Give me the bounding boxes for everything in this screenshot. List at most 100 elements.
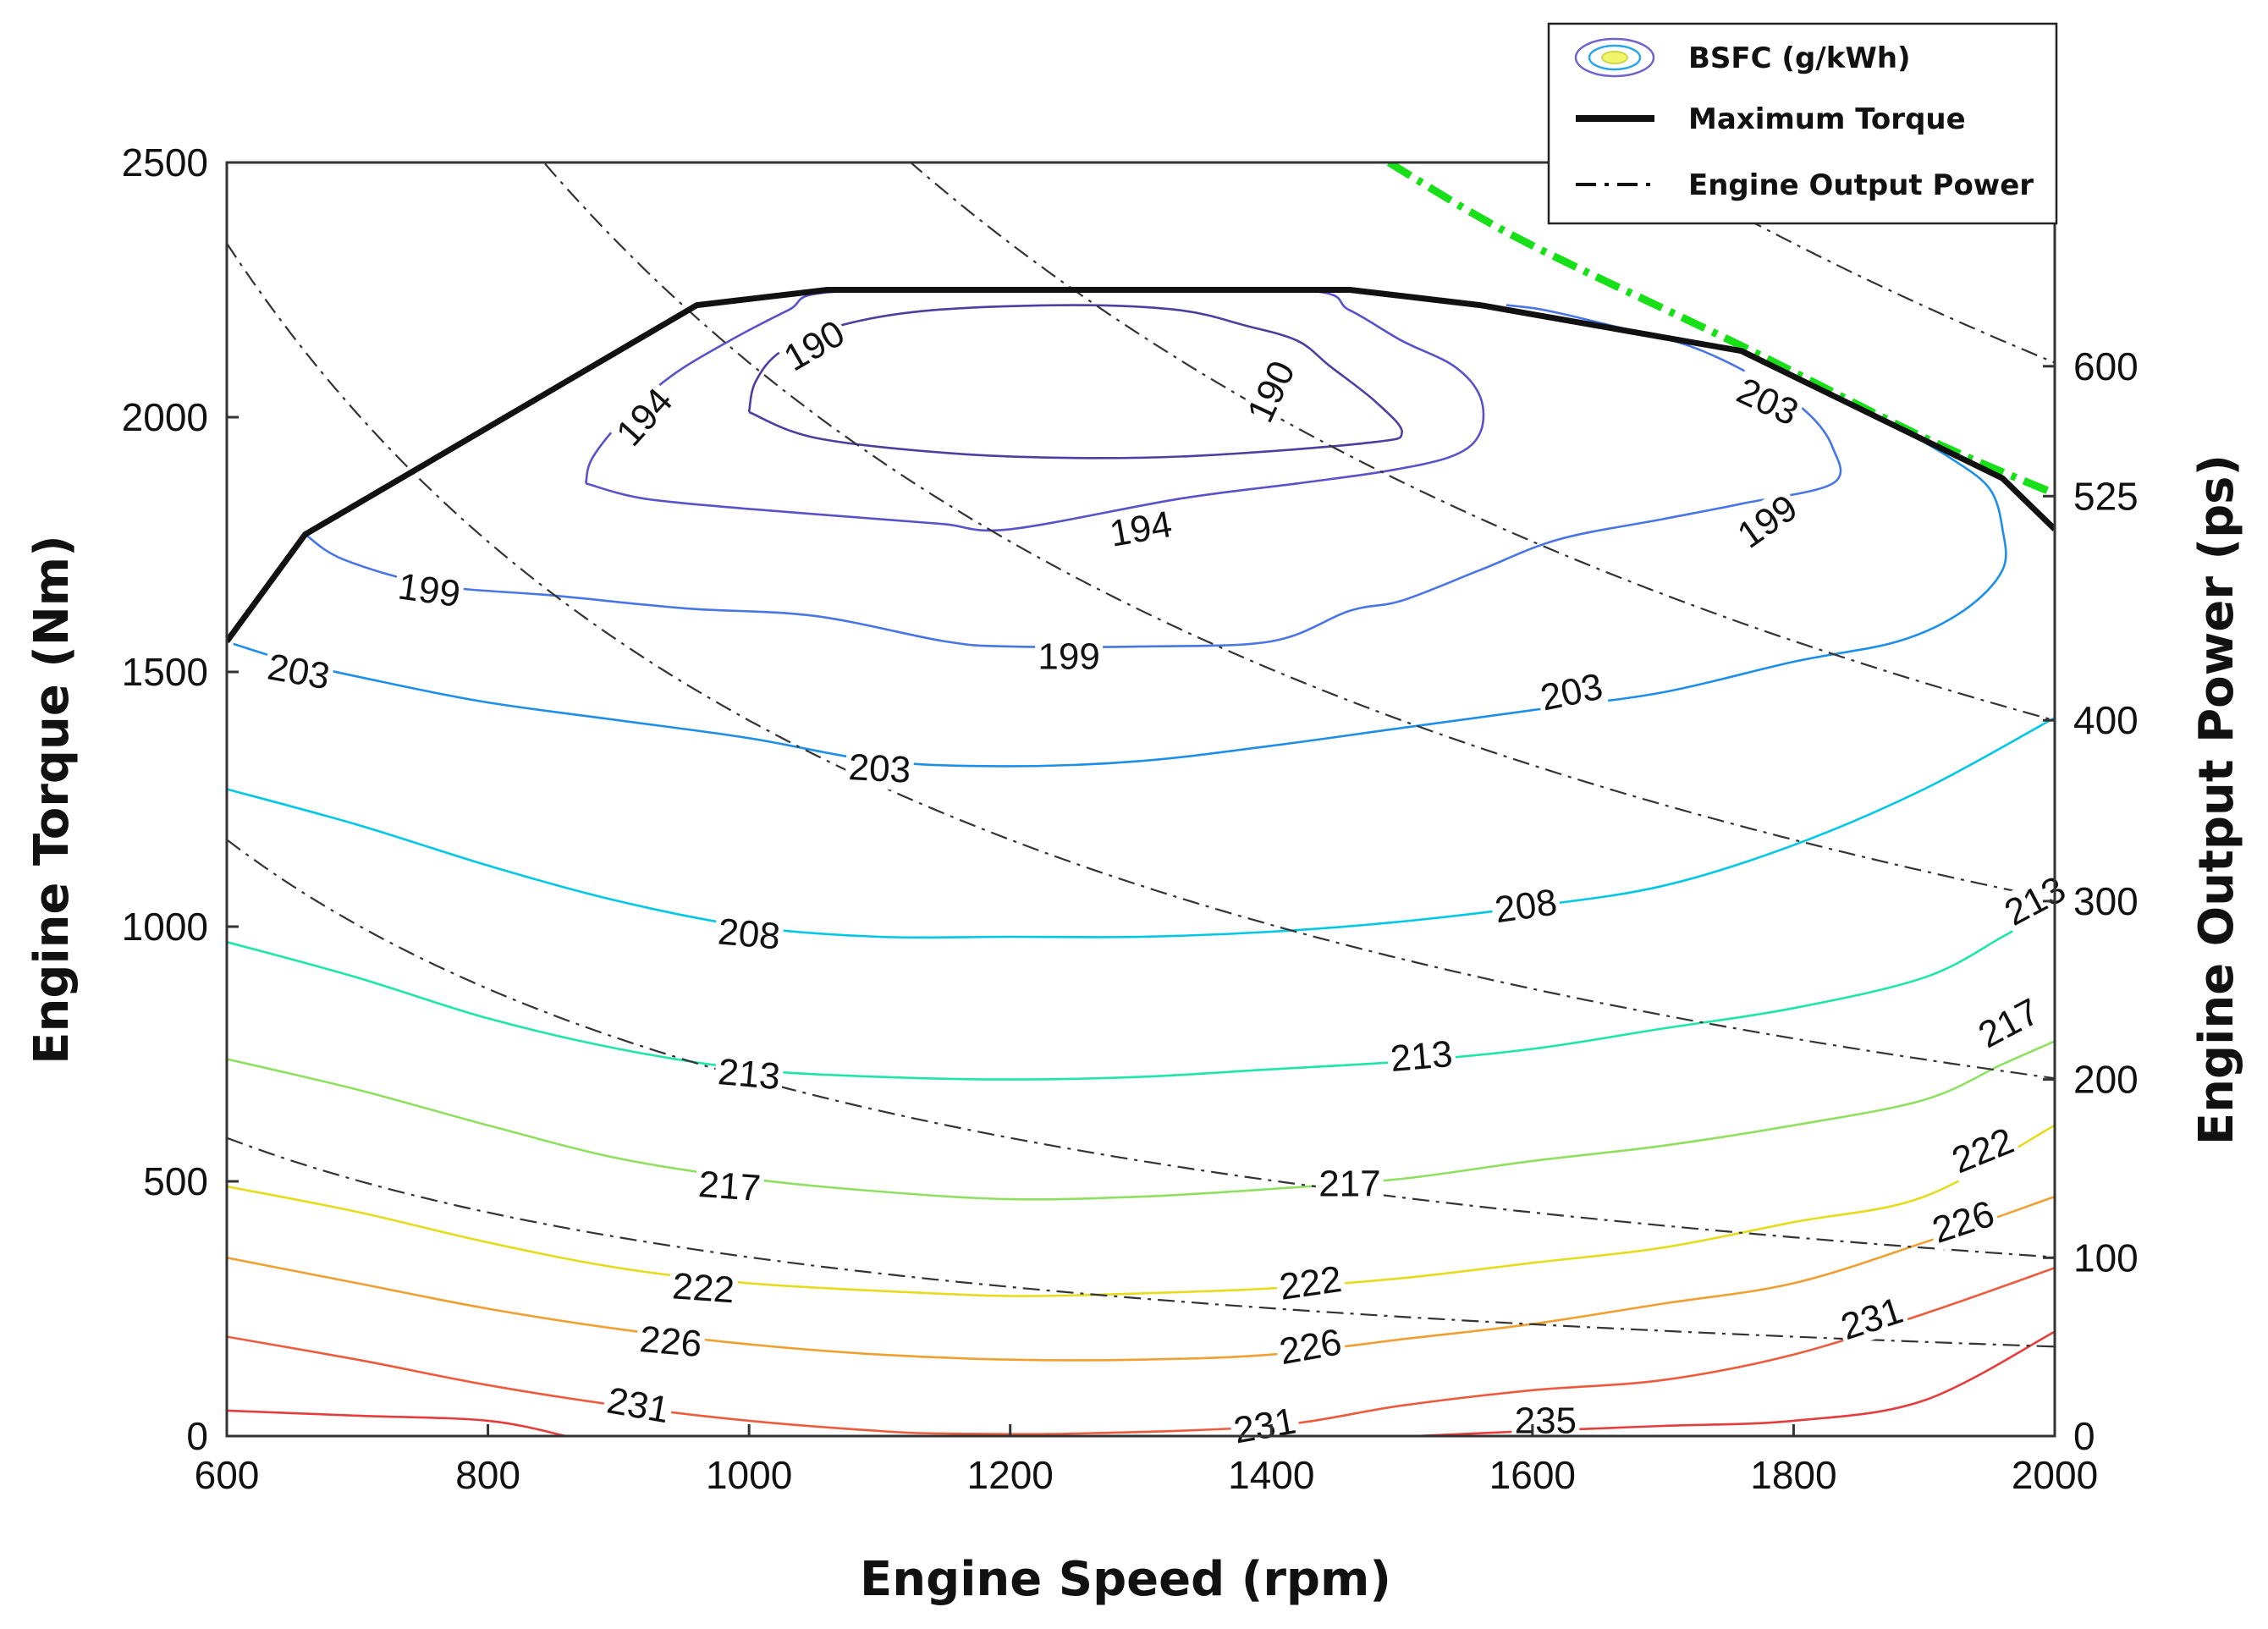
y-tick-label: 1000 (122, 905, 208, 949)
contour-label-text: 231 (604, 1379, 673, 1431)
x-tick-label: 800 (455, 1453, 520, 1497)
contour-label-231: 231 (1228, 1400, 1302, 1452)
bsfc-contour-235b (1414, 1330, 2055, 1436)
contour-label-203: 203 (261, 646, 336, 698)
legend: BSFC (g/kWh) Maximum Torque Engine Outpu… (1547, 22, 2058, 225)
y2-tick-label: 200 (2073, 1058, 2139, 1102)
x-axis-title: Engine Speed (rpm) (860, 1552, 1391, 1607)
contour-label-222: 222 (1274, 1258, 1347, 1308)
power-line-50ps (227, 1136, 2055, 1348)
y-tick-label: 2500 (122, 140, 208, 184)
y2-tick-label: 100 (2073, 1236, 2139, 1280)
contour-label-text: 194 (608, 380, 681, 454)
legend-entry-max-torque: Maximum Torque (1688, 102, 1966, 136)
y-tick-label: 2000 (122, 395, 208, 439)
legend-entry-power: Engine Output Power (1688, 168, 2034, 202)
contour-label-231: 231 (601, 1379, 675, 1432)
bsfc-contour-235 (227, 1409, 567, 1436)
bsfc-contour-213 (227, 905, 2055, 1081)
contour-label-199: 199 (393, 565, 466, 615)
contour-label-text: 226 (1276, 1321, 1345, 1373)
contour-label-text: 208 (716, 911, 781, 957)
y-tick-label: 500 (143, 1159, 208, 1203)
contour-label-text: 199 (1038, 636, 1099, 677)
contour-label-text: 226 (1928, 1193, 2000, 1252)
contour-label-text: 231 (1836, 1290, 1908, 1348)
contour-label-text: 217 (1318, 1164, 1380, 1205)
bsfc-contour-226 (227, 1195, 2055, 1362)
green-dashdot-line (1386, 162, 2055, 498)
power-line-100ps (227, 839, 2055, 1258)
bsfc-contour-231 (227, 1267, 2055, 1436)
y-tick-label: 1500 (122, 650, 208, 694)
contour-label-text: 222 (671, 1265, 736, 1311)
contour-label-text: 190 (777, 312, 851, 379)
y2-tick-label: 600 (2073, 344, 2139, 388)
contour-label-text: 203 (847, 746, 911, 791)
legend-bsfc-swatch-icon (1574, 37, 1655, 78)
x-tick-label: 1200 (967, 1453, 1054, 1497)
contour-label-231: 231 (1833, 1289, 1911, 1349)
plot-frame (225, 161, 2056, 1438)
y-tick-label: 0 (186, 1414, 208, 1458)
contour-label-222: 222 (668, 1265, 739, 1311)
contour-label-217: 217 (1315, 1164, 1384, 1205)
power-line-300ps (542, 162, 2055, 900)
y2-axis-title: Engine Output Power (ps) (2189, 454, 2244, 1145)
bsfc-contour-217 (227, 1040, 2055, 1201)
contour-label-235: 235 (1511, 1400, 1580, 1441)
contour-label-190: 190 (1238, 352, 1304, 432)
x-tick-label: 600 (195, 1453, 260, 1497)
contour-label-208: 208 (1489, 882, 1563, 932)
bsfc-contour-199 (304, 304, 1842, 648)
contour-label-203: 203 (1533, 665, 1610, 719)
contour-label-203: 203 (845, 746, 915, 791)
contour-label-213: 213 (1996, 867, 2075, 935)
bsfc-contour-194 (585, 287, 1485, 532)
bsfc-contour-layer (227, 287, 2055, 1436)
contour-label-text: 203 (264, 646, 333, 697)
contour-label-213: 213 (1385, 1033, 1457, 1080)
contour-label-208: 208 (713, 911, 785, 958)
x-tick-label: 1400 (1228, 1453, 1314, 1497)
bsfc-contour-222 (227, 1124, 2055, 1297)
contour-label-217: 217 (694, 1164, 765, 1209)
contour-label-text: 199 (1730, 487, 1804, 556)
contour-label-190: 190 (774, 311, 854, 381)
contour-label-text: 203 (1537, 666, 1606, 719)
legend-box (1547, 22, 2058, 225)
contour-label-text: 226 (638, 1318, 703, 1365)
max-torque-line (227, 287, 2055, 643)
contour-label-text: 213 (1389, 1033, 1454, 1080)
contour-label-text: 213 (716, 1051, 781, 1098)
bsfc-contour-208 (227, 717, 2055, 939)
contour-label-222: 222 (1944, 1119, 2023, 1183)
contour-label-text: 231 (1230, 1400, 1299, 1451)
contour-label-217: 217 (1969, 989, 2049, 1058)
contour-label-194: 194 (607, 378, 683, 456)
y2-tick-label: 300 (2073, 879, 2139, 923)
contour-label-199: 199 (1035, 636, 1104, 677)
power-line-800ps (227, 0, 2055, 5)
contour-label-226: 226 (635, 1318, 707, 1365)
contour-label-layer: 1901901941941991991992032032032032082082… (261, 311, 2075, 1452)
contour-label-text: 208 (1492, 882, 1560, 932)
contour-label-text: 235 (1515, 1400, 1577, 1441)
y2-tick-label: 0 (2073, 1414, 2095, 1458)
contour-label-199: 199 (1728, 485, 1808, 559)
bsfc-contour-203 (233, 426, 2007, 768)
contour-label-text: 222 (1277, 1258, 1345, 1308)
axis-ticks: 600 800 1000 1200 1400 1600 1800 20000500100015… (122, 140, 2139, 1497)
legend-entry-bsfc: BSFC (g/kWh) (1688, 41, 1911, 75)
power-line-200ps (227, 242, 2055, 1080)
contour-label-226: 226 (1274, 1321, 1348, 1373)
contour-label-text: 217 (697, 1164, 762, 1209)
contour-label-213: 213 (713, 1051, 785, 1098)
x-tick-label: 1000 (706, 1453, 792, 1497)
x-tick-label: 1600 (1489, 1453, 1576, 1497)
x-tick-label: 2000 (2012, 1453, 2098, 1497)
y2-tick-label: 525 (2073, 474, 2139, 518)
max-torque-layer (227, 162, 2055, 643)
y2-tick-label: 400 (2073, 698, 2139, 742)
